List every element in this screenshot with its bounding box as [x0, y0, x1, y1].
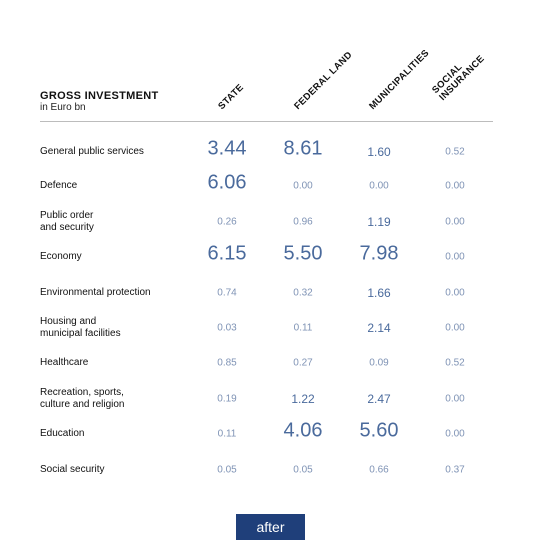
row-label-line: Economy — [40, 251, 82, 262]
header-divider — [40, 121, 493, 122]
value-cell: 0.11 — [217, 428, 237, 440]
value-cell: 0.11 — [293, 322, 313, 334]
column-header: FEDERAL LAND — [292, 49, 355, 112]
value-cell: 0.19 — [217, 393, 237, 405]
value-cell: 7.98 — [359, 242, 399, 265]
value-cell: 5.50 — [283, 242, 323, 265]
value-cell: 0.00 — [445, 251, 465, 263]
value-cell: 0.00 — [445, 322, 465, 334]
value-cell: 0.03 — [217, 322, 237, 334]
value-cell: 2.14 — [367, 321, 391, 335]
value-cell: 0.37 — [445, 464, 465, 476]
value-cell: 0.09 — [369, 357, 389, 369]
row-label-line: Housing and — [40, 316, 97, 327]
value-cell: 1.60 — [367, 145, 391, 159]
value-cell: 1.19 — [367, 215, 391, 229]
column-header: STATE — [216, 82, 247, 112]
row-label-line: and security — [40, 222, 94, 233]
value-cell: 0.52 — [445, 357, 465, 369]
row-label: Social security — [40, 464, 104, 476]
table-title: GROSS INVESTMENT — [40, 90, 159, 102]
row-label-line: Healthcare — [40, 357, 89, 368]
row-label-line: General public services — [40, 146, 144, 157]
value-cell: 3.44 — [207, 137, 247, 160]
value-cell: 0.85 — [217, 357, 237, 369]
table-subtitle: in Euro bn — [40, 102, 86, 113]
row-label: Housing and municipal facilities — [40, 316, 121, 340]
value-cell: 6.06 — [207, 171, 247, 194]
value-cell: 0.00 — [445, 393, 465, 405]
row-label: Healthcare — [40, 357, 88, 369]
row-label: Economy — [40, 251, 82, 263]
row-label: Recreation, sports, culture and religion — [40, 387, 125, 411]
row-label-line: culture and religion — [40, 399, 125, 410]
value-cell: 0.00 — [445, 287, 465, 299]
column-header-line: FEDERAL LAND — [292, 49, 355, 112]
value-cell: 0.00 — [369, 180, 389, 192]
row-label: General public services — [40, 146, 144, 158]
row-label-line: Education — [40, 428, 85, 439]
row-label: Environmental protection — [40, 287, 151, 299]
value-cell: 2.47 — [367, 392, 391, 406]
column-header: MUNICIPALITIES — [367, 47, 432, 112]
row-label-line: Public order — [40, 210, 94, 221]
value-cell: 8.61 — [283, 137, 323, 160]
value-cell: 1.66 — [367, 286, 391, 300]
after-button[interactable]: after — [236, 514, 305, 540]
row-label-line: municipal facilities — [40, 328, 121, 339]
value-cell: 5.60 — [359, 419, 399, 442]
value-cell: 0.52 — [445, 146, 465, 158]
column-header-line: MUNICIPALITIES — [367, 47, 432, 112]
value-cell: 0.96 — [293, 216, 313, 228]
row-label-line: Defence — [40, 180, 78, 191]
row-label-line: Recreation, sports, — [40, 387, 124, 398]
value-cell: 0.00 — [445, 180, 465, 192]
row-label: Defence — [40, 180, 77, 192]
value-cell: 0.00 — [293, 180, 313, 192]
row-label: Public order and security — [40, 210, 94, 234]
row-label-line: Social security — [40, 464, 105, 475]
row-label-line: Environmental protection — [40, 287, 151, 298]
value-cell: 0.27 — [293, 357, 313, 369]
value-cell: 0.66 — [369, 464, 389, 476]
value-cell: 0.00 — [445, 428, 465, 440]
value-cell: 0.74 — [217, 287, 237, 299]
value-cell: 6.15 — [207, 242, 247, 265]
value-cell: 4.06 — [283, 419, 323, 442]
value-cell: 0.05 — [293, 464, 313, 476]
column-header-line: STATE — [216, 82, 247, 112]
column-header: SOCIAL INSURANCE — [430, 47, 487, 103]
row-label: Education — [40, 428, 84, 440]
value-cell: 0.05 — [217, 464, 237, 476]
value-cell: 0.32 — [293, 287, 313, 299]
value-cell: 0.26 — [217, 216, 237, 228]
value-cell: 1.22 — [291, 392, 315, 406]
value-cell: 0.00 — [445, 216, 465, 228]
